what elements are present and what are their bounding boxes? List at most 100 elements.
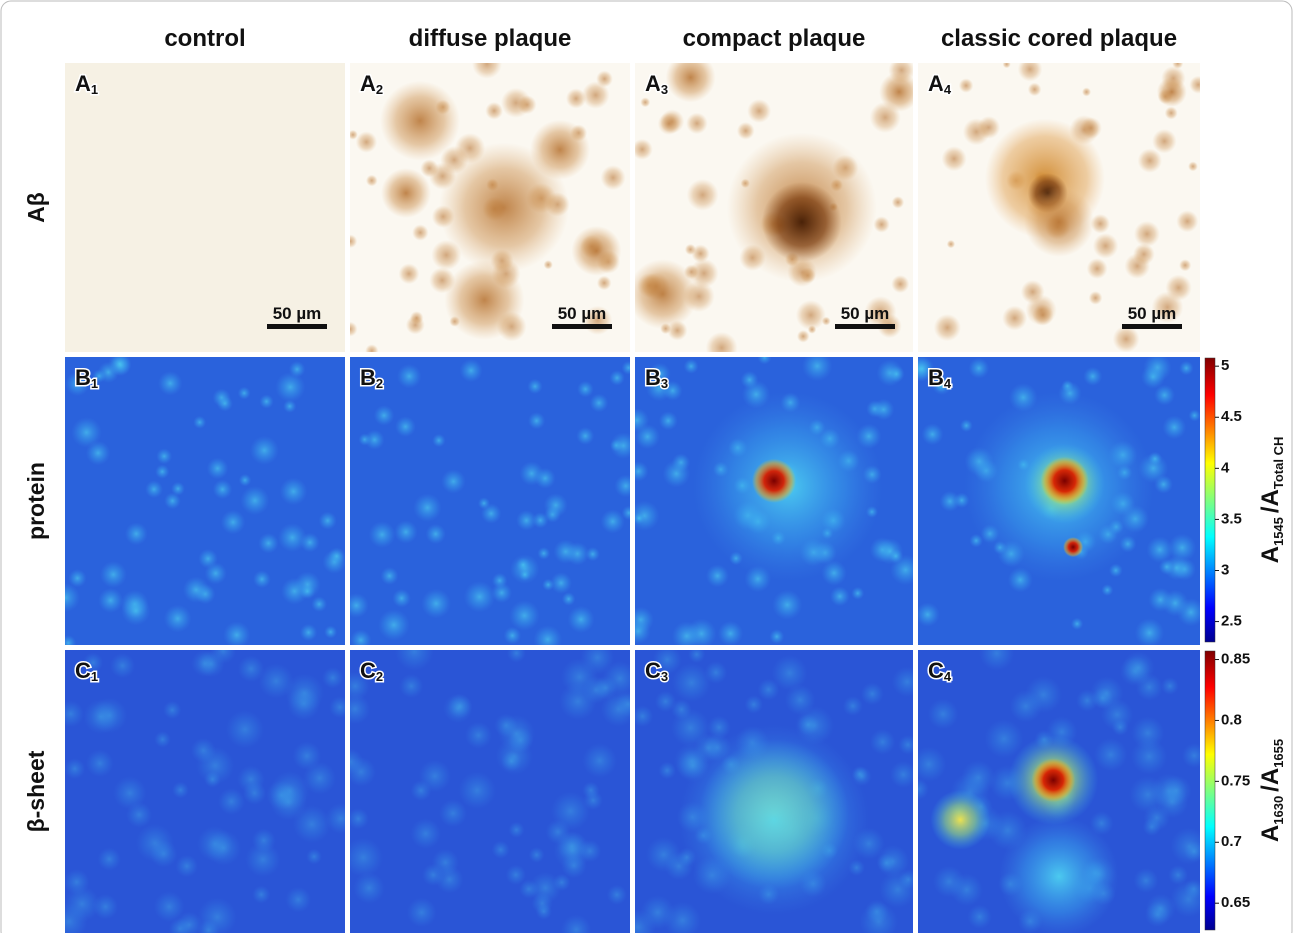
texture [633, 512, 645, 524]
texture [797, 330, 810, 343]
feature [1031, 758, 1075, 802]
colorbar-tick-label: 4 [1221, 459, 1230, 476]
texture [597, 276, 612, 291]
texture [582, 782, 599, 799]
texture [1135, 618, 1165, 648]
texture [1090, 676, 1124, 710]
colorbar-tick-label: 0.7 [1221, 833, 1242, 850]
texture [213, 480, 233, 500]
texture [968, 358, 989, 379]
texture [374, 405, 395, 426]
texture [1188, 409, 1200, 421]
panel [625, 350, 921, 651]
texture [769, 629, 784, 644]
colorbar-tick-label: 3 [1221, 561, 1229, 578]
texture [1156, 786, 1189, 819]
scale-bar-label: 50 µm [273, 304, 322, 323]
texture [498, 715, 536, 753]
texture [704, 661, 727, 684]
scale-bar-label: 50 µm [1128, 304, 1177, 323]
texture [600, 509, 624, 533]
texture [293, 805, 331, 843]
texture [516, 510, 537, 531]
texture [741, 371, 759, 389]
texture [51, 583, 80, 612]
texture [501, 751, 522, 772]
feature [381, 168, 431, 218]
texture [86, 441, 111, 466]
panel-index: 1 [91, 669, 98, 684]
texture [802, 351, 833, 382]
panel-letter: B [360, 365, 376, 390]
texture [519, 879, 538, 898]
texture [439, 799, 467, 827]
scale-bar [835, 324, 895, 329]
texture [961, 760, 995, 794]
texture [939, 491, 960, 512]
feature [380, 81, 460, 161]
texture [204, 771, 221, 788]
panel-index: 2 [376, 82, 383, 97]
texture [977, 116, 1000, 139]
texture [527, 379, 542, 394]
texture [245, 842, 281, 878]
texture [508, 822, 524, 838]
texture [888, 549, 903, 564]
texture [607, 885, 627, 905]
texture [577, 381, 594, 398]
feature [1063, 537, 1083, 557]
panel-letter: C [75, 658, 91, 683]
colorbar-tick-label: 2.5 [1221, 613, 1242, 630]
texture [221, 510, 246, 535]
texture [1002, 306, 1027, 331]
texture [659, 411, 678, 430]
texture [154, 731, 171, 748]
label-sep: /A [1257, 489, 1284, 513]
texture [492, 841, 510, 859]
texture [239, 474, 252, 487]
texture [171, 482, 185, 496]
texture [97, 847, 121, 871]
column-header: control [164, 25, 245, 52]
texture [311, 596, 327, 612]
texture [1071, 618, 1083, 630]
texture [410, 311, 424, 325]
texture [448, 694, 473, 719]
texture [259, 394, 274, 409]
texture [843, 696, 863, 716]
texture [911, 746, 947, 782]
texture [283, 400, 296, 413]
texture [343, 838, 383, 878]
texture [1182, 743, 1207, 768]
texture [1176, 210, 1198, 232]
texture [529, 847, 545, 863]
panel-index: 4 [944, 669, 952, 684]
texture [163, 701, 181, 719]
texture [536, 903, 553, 920]
texture [300, 533, 320, 553]
texture [394, 520, 418, 544]
texture [155, 464, 170, 479]
texture [64, 758, 85, 779]
colorbar-tick-label: 0.75 [1221, 772, 1250, 789]
texture [328, 547, 346, 565]
colorbar [1205, 651, 1215, 930]
texture [562, 592, 576, 606]
texture [542, 579, 554, 591]
texture [322, 667, 344, 689]
texture [535, 468, 556, 489]
texture [413, 493, 442, 522]
texture [561, 853, 587, 879]
scale-bar [1122, 324, 1182, 329]
panel-index: 3 [661, 376, 668, 391]
texture [258, 533, 279, 554]
texture [126, 802, 152, 828]
texture [425, 524, 445, 544]
texture [205, 830, 241, 866]
texture [628, 461, 648, 481]
texture [280, 478, 308, 506]
texture [567, 606, 594, 633]
texture [250, 436, 279, 465]
scale-bar-label: 50 µm [558, 304, 607, 323]
texture [472, 49, 502, 79]
